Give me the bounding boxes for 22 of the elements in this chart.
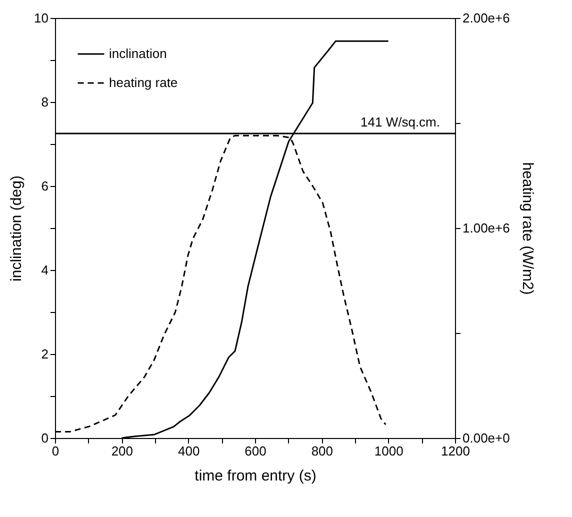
x-tick-label: 1200 — [441, 444, 470, 458]
y2-tick-label: 2.00e+6 — [462, 10, 510, 26]
x-tick-label: 600 — [244, 444, 266, 458]
legend-label: heating rate — [109, 75, 178, 90]
y2-tick-label: 1.00e+6 — [462, 220, 510, 236]
x-tick-label: 1000 — [374, 444, 404, 458]
y-tick-label: 4 — [41, 262, 48, 278]
ref-line-label: 141 W/sq.cm. — [360, 114, 440, 130]
y-tick-label: 0 — [41, 430, 48, 446]
x-tick-label: 800 — [311, 444, 334, 458]
x-tick-label: 0 — [52, 444, 60, 458]
y2-tick-label: 0.00e+0 — [462, 430, 510, 446]
x-axis-title: time from entry (s) — [194, 468, 316, 484]
y-tick-label: 8 — [41, 94, 48, 110]
y-axis-title: inclination (deg) — [8, 176, 26, 282]
y-tick-label: 2 — [41, 346, 48, 362]
y-tick-label: 6 — [41, 178, 48, 194]
y2-axis-title: heating rate (W/m2) — [518, 162, 536, 295]
x-tick-label: 400 — [178, 444, 200, 458]
x-tick-label: 200 — [111, 444, 134, 458]
y-tick-label: 10 — [34, 10, 48, 26]
legend-label: inclination — [109, 46, 167, 61]
